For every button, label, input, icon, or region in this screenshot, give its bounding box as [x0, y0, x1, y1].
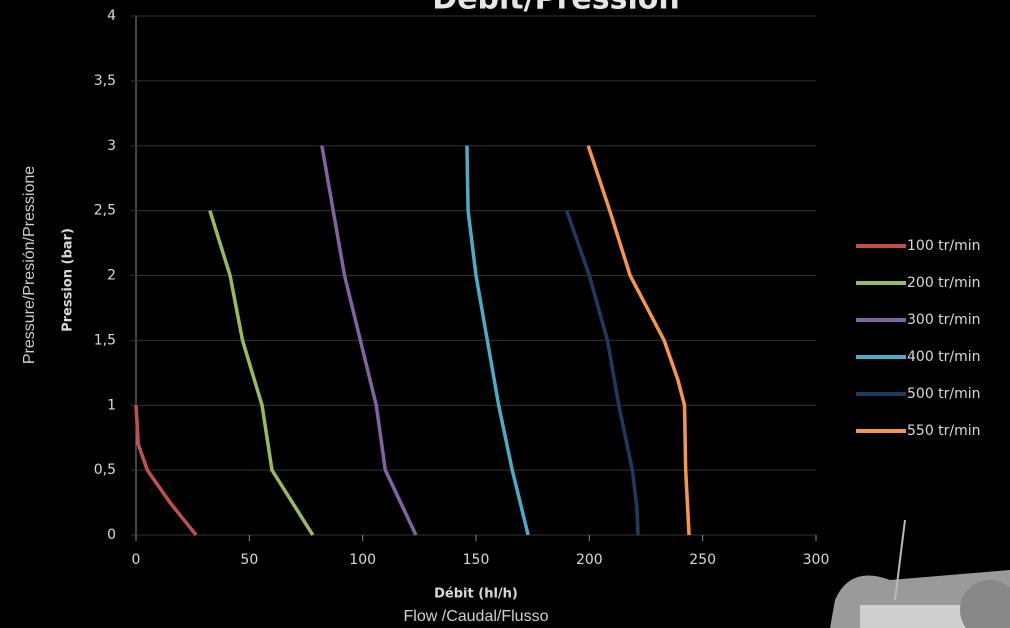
y-tick-label: 1,5	[94, 332, 116, 348]
y-tick-label: 3	[107, 138, 116, 154]
legend-label: 100 tr/min	[907, 238, 981, 254]
x-tick-label: 0	[132, 552, 141, 568]
y-tick-label: 3,5	[94, 73, 116, 89]
x-tick-label: 300	[803, 552, 830, 568]
y-tick-label: 2	[107, 268, 116, 284]
y-tick-label: 1	[107, 397, 116, 413]
series-line	[565, 210, 640, 536]
legend-label: 400 tr/min	[907, 349, 981, 365]
series-line	[134, 405, 198, 537]
y-tick-label: 4	[107, 8, 116, 24]
series-line	[465, 145, 530, 536]
y-axis-subtitle: Pressure/Presión/Pressione	[21, 166, 38, 364]
x-tick-label: 100	[349, 552, 376, 568]
legend-label: 300 tr/min	[907, 312, 981, 328]
chart-title: Débit/Pression	[432, 0, 679, 17]
x-tick-label: 250	[689, 552, 716, 568]
y-tick-label: 2,5	[94, 203, 116, 219]
machine-illustration	[830, 519, 1010, 628]
legend-label: 500 tr/min	[907, 386, 981, 402]
y-tick-label: 0	[107, 527, 116, 543]
legend-label: 550 tr/min	[907, 423, 981, 439]
x-axis-title: Débit (hl/h)	[434, 587, 518, 602]
legend-label: 200 tr/min	[907, 275, 981, 291]
series-line	[586, 145, 691, 536]
y-tick-label: 0,5	[94, 462, 116, 478]
x-tick-label: 150	[463, 552, 490, 568]
series-line	[208, 210, 315, 536]
series-line	[320, 145, 418, 536]
x-tick-label: 200	[576, 552, 603, 568]
x-axis-subtitle: Flow /Caudal/Flusso	[404, 608, 549, 625]
y-axis-title: Pression (bar)	[61, 228, 76, 332]
x-tick-label: 50	[240, 552, 258, 568]
